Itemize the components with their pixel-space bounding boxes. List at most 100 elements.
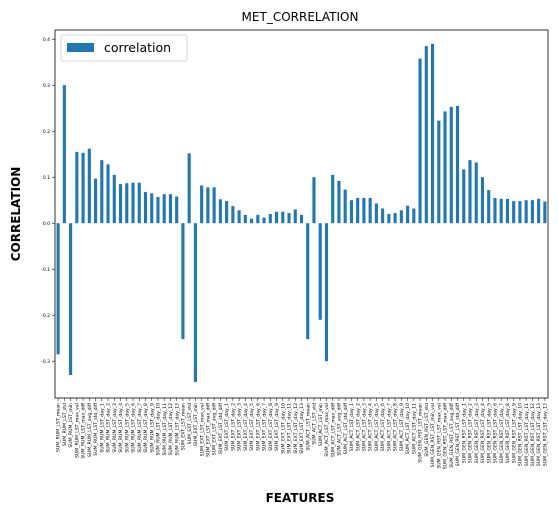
x-tick-label: SUM_GEN_RST_LST_max_diff (443, 402, 449, 469)
bar (281, 211, 285, 224)
y-tick-label: 0.1 (43, 175, 50, 181)
x-tick-label: SUM_RUM_LST_std_diff (93, 402, 99, 456)
bar (131, 182, 135, 224)
bar (381, 208, 385, 224)
x-tick-label: SUM_ACT_LST_day_5 (374, 403, 380, 451)
bar (287, 213, 291, 224)
x-tick-label: SUM_RUM_LST_mean (56, 403, 62, 452)
y-axis-ticks: -0.3 -0.2 -0.1 0.0 0.1 0.2 0.3 0.4 (41, 37, 55, 365)
bar (168, 194, 173, 224)
bar (218, 199, 222, 224)
x-tick-label: SUM_GEN_RST_LST_day_13 (542, 403, 548, 466)
bar (437, 120, 441, 224)
bar (543, 201, 547, 224)
x-tick-label: SUM_ACT_LST_day_1 (349, 403, 355, 451)
bar (455, 105, 460, 224)
x-tick-label: SUM_GEN_RST_LST_day_3 (474, 403, 480, 463)
x-tick-label: SUM_GEN_RST_LST_day_2 (468, 403, 474, 463)
chart-title: MET_CORRELATION (242, 10, 359, 24)
x-tick-label: SUM_RUM_LST_day_13 (174, 403, 180, 456)
x-tick-label: SUM_RUM_LST_day_9 (149, 403, 155, 453)
x-tick-label: SUM_GEN_RST_LST_std_diff (455, 402, 461, 466)
x-tick-label: SUM_GEN_RST_LST_avg_diff (449, 402, 455, 467)
x-tick-label: SUM_GEN_RST_LST_std (424, 403, 430, 457)
x-tick-label: SUM_ACT_LST_day_11 (411, 403, 417, 454)
x-tick-label: SUM_EXT_LST_day_4 (243, 403, 249, 451)
bar (175, 196, 179, 224)
x-tick-label: SUM_RUM_LST_min (68, 403, 74, 448)
bar (499, 198, 503, 224)
x-tick-label: SUM_EXT_LST_day_3 (237, 403, 243, 451)
y-axis-title: CORRELATION (9, 167, 23, 262)
bar (474, 162, 478, 224)
bar (181, 223, 185, 340)
bar (237, 210, 241, 224)
bar (143, 191, 148, 224)
bar (462, 169, 466, 224)
x-tick-label: SUM_EXT_LST_day_10 (280, 403, 286, 454)
bar (343, 189, 347, 224)
y-tick-label: -0.2 (41, 313, 50, 319)
x-tick-label: SUM_RUM_LST_day_1 (99, 403, 105, 453)
bar (69, 223, 73, 375)
x-tick-label: SUM_RUM_LST_day_5 (124, 403, 130, 453)
x-tick-label: SUM_RUM_LST_day_6 (131, 403, 137, 453)
x-tick-label: SUM_GEN_RST_LST_day_10 (518, 403, 524, 466)
x-tick-label: SUM_EXT_LST_day_8 (268, 403, 274, 451)
x-tick-label: SUM_EXT_LST_day_11 (287, 403, 293, 454)
x-tick-label: SUM_RUM_LST_day_10 (156, 403, 162, 456)
bar (424, 46, 428, 224)
plot-background (55, 30, 548, 398)
x-tick-label: SUM_GEN_RST_LST_min_val (430, 403, 436, 467)
x-tick-label: SUM_ACT_LST_max_val (324, 403, 330, 457)
bars (56, 43, 547, 382)
y-tick-label: -0.1 (41, 267, 50, 273)
x-tick-label: SUM_ACT_LST_avg_diff (337, 402, 343, 455)
bar (243, 214, 247, 224)
x-tick-label: SUM_EXT_LST_day_12 (293, 403, 299, 454)
bar (262, 217, 266, 224)
x-tick-label: SUM_ACT_LST_day_9 (399, 403, 405, 451)
x-tick-label: SUM_ACT_LST_day_6 (380, 403, 386, 451)
x-tick-label: SUM_GEN_RST_LST_mean (418, 403, 424, 463)
bar (150, 193, 154, 224)
y-tick-label: 0.3 (43, 83, 50, 89)
x-tick-label: SUM_GEN_RST_LST_day_7 (499, 403, 505, 463)
bar (349, 200, 353, 224)
legend-label: correlation (104, 40, 171, 55)
x-tick-label: SUM_RUM_LST_day_8 (143, 403, 149, 453)
x-tick-label: SUM_GEN_RST_LST_day_11 (524, 403, 530, 466)
x-tick-label: SUM_ACT_LST_mean (305, 403, 311, 451)
bar (406, 205, 410, 224)
x-tick-label: SUM_RUM_LST_max_diff (81, 402, 87, 458)
bar (106, 164, 110, 224)
x-tick-label: SUM_GEN_RST_LST_day_12 (530, 403, 536, 466)
x-tick-label: SUM_ACT_LST_day_10 (405, 403, 411, 454)
bar (225, 201, 229, 224)
x-tick-label: SUM_RUM_LST_day_2 (106, 403, 112, 453)
bar (212, 187, 216, 224)
x-tick-label: SUM_EXT_LST_day_9 (274, 403, 280, 451)
x-tick-label: SUM_GEN_RST_LST_day_8 (505, 403, 511, 463)
x-tick-label: SUM_RUM_LST_day_7 (137, 403, 143, 453)
x-tick-label: SUM_EXT_LST_mean (181, 403, 187, 450)
bar (81, 152, 85, 224)
bar (399, 210, 403, 224)
plot-frame (54, 29, 549, 399)
bar (299, 214, 304, 224)
bar (312, 177, 316, 224)
x-tick-label: SUM_ACT_LST_std (312, 403, 318, 445)
bar (62, 85, 66, 224)
bar (274, 211, 279, 224)
bar (56, 223, 60, 355)
bar (412, 208, 416, 224)
x-tick-label: SUM_ACT_LST_day_3 (362, 403, 368, 451)
bar (530, 200, 534, 224)
bar (231, 206, 235, 224)
x-tick-label: SUM_GEN_RST_LST_day_4 (480, 403, 486, 463)
bar (356, 197, 360, 224)
bar (518, 201, 522, 224)
bar (100, 160, 104, 224)
bar (94, 178, 98, 224)
